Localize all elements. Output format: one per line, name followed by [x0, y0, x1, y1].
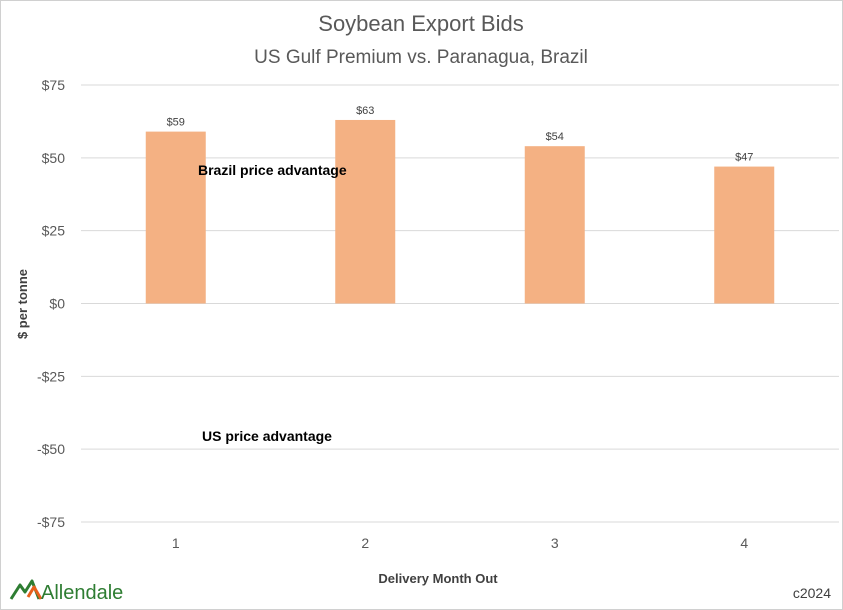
y-tick-label: $0 — [49, 296, 65, 312]
allendale-logo: Allendale — [9, 579, 123, 604]
chart-title: Soybean Export Bids — [318, 11, 523, 36]
data-labels: $59 $63 $54 $47 — [167, 105, 754, 164]
y-tick-labels: $75 $50 $25 $0 -$25 -$50 -$75 — [37, 77, 65, 530]
bar — [714, 166, 775, 304]
logo-text: Allendale — [41, 582, 123, 604]
y-tick-label: $75 — [42, 77, 66, 93]
allendale-logo-icon — [9, 579, 43, 600]
x-tick-label: 4 — [740, 535, 748, 551]
x-axis-title: Delivery Month Out — [378, 571, 498, 586]
data-label: $54 — [546, 131, 564, 143]
y-tick-label: -$25 — [37, 368, 65, 384]
x-tick-label: 3 — [551, 535, 559, 551]
gridlines — [81, 84, 839, 523]
copyright-text: c2024 — [793, 585, 831, 601]
bar — [335, 119, 396, 304]
bar — [145, 131, 206, 304]
data-label: $63 — [356, 105, 374, 117]
y-axis-title: $ per tonne — [15, 269, 30, 339]
y-tick-label: $50 — [42, 150, 66, 166]
y-tick-label: -$50 — [37, 441, 65, 457]
x-tick-label: 2 — [361, 535, 369, 551]
annotation-brazil-advantage: Brazil price advantage — [198, 162, 347, 178]
data-label: $59 — [167, 117, 185, 129]
chart-subtitle: US Gulf Premium vs. Paranagua, Brazil — [254, 47, 588, 68]
x-tick-label: 1 — [172, 535, 180, 551]
y-tick-label: $25 — [42, 223, 66, 239]
data-label: $47 — [735, 152, 753, 164]
y-tick-label: -$75 — [37, 514, 65, 530]
x-tick-labels: 1 2 3 4 — [172, 535, 749, 551]
annotation-us-advantage: US price advantage — [202, 428, 332, 444]
bars — [145, 119, 775, 304]
bar — [524, 146, 585, 304]
